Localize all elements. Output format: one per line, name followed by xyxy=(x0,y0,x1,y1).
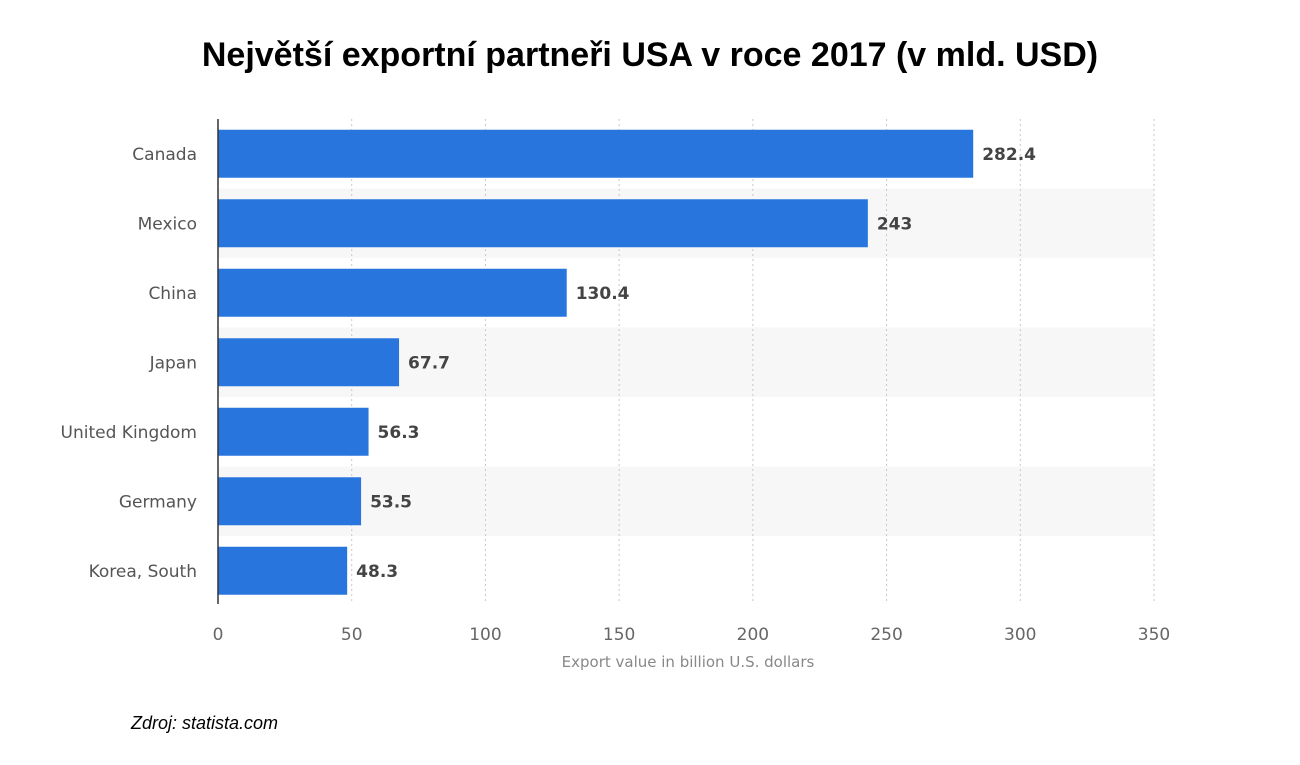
bar xyxy=(218,477,362,526)
source-note: Zdroj: statista.com xyxy=(131,713,279,733)
x-tick-label: 150 xyxy=(603,625,635,645)
bar xyxy=(218,407,369,456)
bar xyxy=(218,268,567,317)
x-tick-label: 50 xyxy=(341,625,363,645)
bar xyxy=(218,338,400,387)
x-tick-label: 0 xyxy=(213,625,224,645)
category-label: United Kingdom xyxy=(61,423,197,443)
category-label: Korea, South xyxy=(89,562,197,582)
x-axis-label: Export value in billion U.S. dollars xyxy=(562,653,815,671)
x-tick-label: 250 xyxy=(870,625,902,645)
category-labels: Canada Mexico China Japan United Kingdom Germ… xyxy=(61,145,197,582)
x-tick-label: 100 xyxy=(469,625,501,645)
category-label: China xyxy=(148,284,197,304)
data-label: 53.5 xyxy=(370,492,412,512)
category-label: Germany xyxy=(119,492,197,512)
x-tick-labels: 0 50 100 150 200 250 300 350 xyxy=(213,625,1171,645)
value-labels: 282.4 243 130.4 67.7 56.3 53.5 48.3 xyxy=(356,145,1036,582)
bars xyxy=(218,129,974,595)
x-tick-label: 200 xyxy=(737,625,769,645)
data-label: 243 xyxy=(877,214,913,234)
bar xyxy=(218,546,348,595)
row-stripe xyxy=(218,466,1154,536)
data-label: 48.3 xyxy=(356,562,398,582)
data-label: 67.7 xyxy=(408,353,450,373)
data-label: 130.4 xyxy=(576,284,630,304)
bar xyxy=(218,129,974,178)
category-label: Japan xyxy=(149,353,197,373)
data-label: 56.3 xyxy=(378,423,420,443)
x-tick-label: 300 xyxy=(1004,625,1036,645)
category-label: Canada xyxy=(132,145,197,165)
data-label: 282.4 xyxy=(982,145,1036,165)
chart-title: Největší exportní partneři USA v roce 20… xyxy=(201,36,1099,74)
bar xyxy=(218,199,868,248)
category-label: Mexico xyxy=(138,214,197,234)
x-tick-label: 350 xyxy=(1138,625,1170,645)
